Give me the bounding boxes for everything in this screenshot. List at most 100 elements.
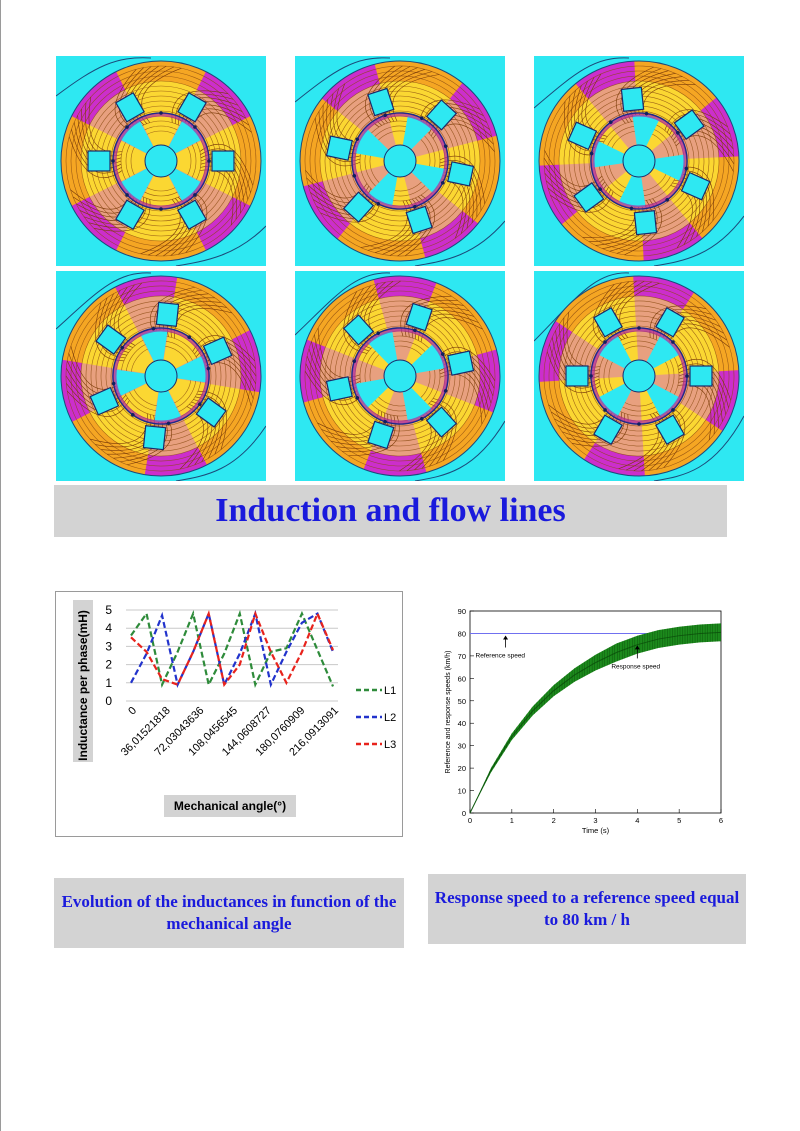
stator-slot	[115, 199, 145, 231]
rotor-pole-flux	[591, 328, 687, 424]
mesh-node	[352, 174, 357, 178]
stator-slot	[202, 336, 233, 366]
y-tick-label: 0	[462, 809, 466, 818]
y-tick-label: 2	[105, 658, 112, 672]
stator-slot	[655, 414, 685, 446]
reference-speed-annotation: Reference speed	[476, 652, 526, 659]
flux-line	[553, 290, 725, 462]
mesh-node	[684, 166, 689, 171]
mesh-node	[443, 144, 448, 148]
flux-line	[110, 110, 212, 212]
response-speed-annotation: Response speed	[611, 663, 660, 670]
leakage-line	[414, 420, 505, 481]
y-tick-label: 0	[105, 694, 112, 708]
main-title-banner: Induction and flow lines	[54, 485, 727, 537]
stator-slot	[211, 150, 235, 172]
stator-slot	[155, 301, 180, 327]
mesh-node	[676, 130, 680, 135]
flux-line	[349, 110, 451, 212]
flux-simulation-grid	[56, 56, 746, 481]
speed-caption-banner: Response speed to a reference speed equa…	[428, 874, 746, 944]
mesh-node	[598, 187, 602, 192]
mesh-node	[355, 137, 360, 142]
fem-panel	[534, 271, 744, 481]
leakage-line	[175, 425, 266, 481]
mesh-node	[629, 206, 634, 211]
stator-slot	[342, 314, 375, 346]
mesh-node	[111, 159, 115, 163]
stator-slot	[425, 99, 458, 131]
stator-slot	[565, 365, 589, 387]
flux-line	[588, 110, 690, 212]
legend-label-L1: L1	[384, 685, 396, 697]
y-axis-label: Inductance per phase(mH)	[76, 610, 90, 761]
flux-line	[563, 85, 715, 237]
stator-slot	[689, 365, 713, 387]
stator-slot	[95, 324, 127, 355]
flux-line	[70, 285, 252, 467]
y-tick-label: 60	[458, 674, 466, 683]
mesh-node	[671, 340, 675, 344]
mesh-node	[440, 180, 445, 185]
stator-slot	[680, 171, 711, 201]
fem-drawing	[295, 272, 505, 481]
stator-edge	[538, 275, 740, 477]
y-tick-label: 3	[105, 639, 112, 653]
flux-line	[125, 125, 197, 197]
fem-panel	[56, 271, 266, 481]
inductance-chart: Inductance per phase(mH) 012345036,015218…	[73, 600, 396, 817]
y-tick-label: 20	[458, 764, 466, 773]
leakage-line	[56, 57, 152, 97]
flux-line	[304, 65, 496, 257]
speed-chart-frame: 0 10 20 30 40 50 60 70 80 90 0 1 2 3 4 5 6 Time (s) Refere…	[428, 603, 728, 835]
mesh-node	[159, 111, 163, 115]
mesh-node	[383, 113, 387, 118]
fem-panel	[56, 56, 266, 266]
stator-slot	[633, 210, 658, 236]
mesh-node	[376, 201, 381, 206]
mesh-node	[589, 151, 594, 156]
flux-line	[558, 80, 720, 242]
mesh-node	[120, 345, 124, 350]
y-tick-label: 40	[458, 719, 466, 728]
stator-slot	[655, 306, 685, 338]
response-ripple-band	[470, 623, 721, 813]
mesh-node	[440, 352, 445, 357]
flux-line	[349, 325, 451, 427]
stator-slot	[425, 406, 458, 438]
fem-panel	[295, 56, 505, 266]
mesh-node	[413, 204, 417, 209]
mesh-node	[637, 326, 641, 330]
flux-line	[324, 300, 476, 452]
series-line-L2	[130, 609, 335, 689]
stator-edge	[538, 60, 740, 262]
fem-drawing	[56, 57, 266, 266]
mesh-node	[608, 120, 613, 124]
stator-slot	[447, 350, 475, 376]
mesh-node	[637, 422, 641, 426]
stator-slot	[673, 109, 705, 140]
stator-edge	[299, 275, 501, 477]
x-tick-label: 2	[552, 816, 556, 825]
mesh-node	[125, 125, 129, 129]
flux-line	[85, 300, 237, 452]
fem-drawing	[534, 57, 744, 266]
x-axis-label: Time (s)	[582, 826, 610, 835]
x-axis-label: Mechanical angle(°)	[174, 799, 286, 813]
fem-drawing	[56, 272, 266, 481]
flux-line	[319, 80, 481, 242]
stator-slot	[620, 86, 645, 112]
fem-drawing	[295, 57, 505, 266]
mesh-node	[383, 419, 387, 424]
stator-slot	[573, 182, 605, 213]
stator-slot	[177, 199, 207, 231]
flux-line	[85, 85, 237, 237]
series-line-L3	[130, 609, 335, 688]
stator-slot	[325, 376, 353, 402]
flux-line	[75, 290, 247, 462]
mesh-node	[443, 389, 448, 393]
reference-arrow-head	[503, 635, 509, 640]
mesh-node	[111, 381, 116, 386]
flux-line	[563, 300, 715, 452]
flux-line	[80, 80, 242, 242]
